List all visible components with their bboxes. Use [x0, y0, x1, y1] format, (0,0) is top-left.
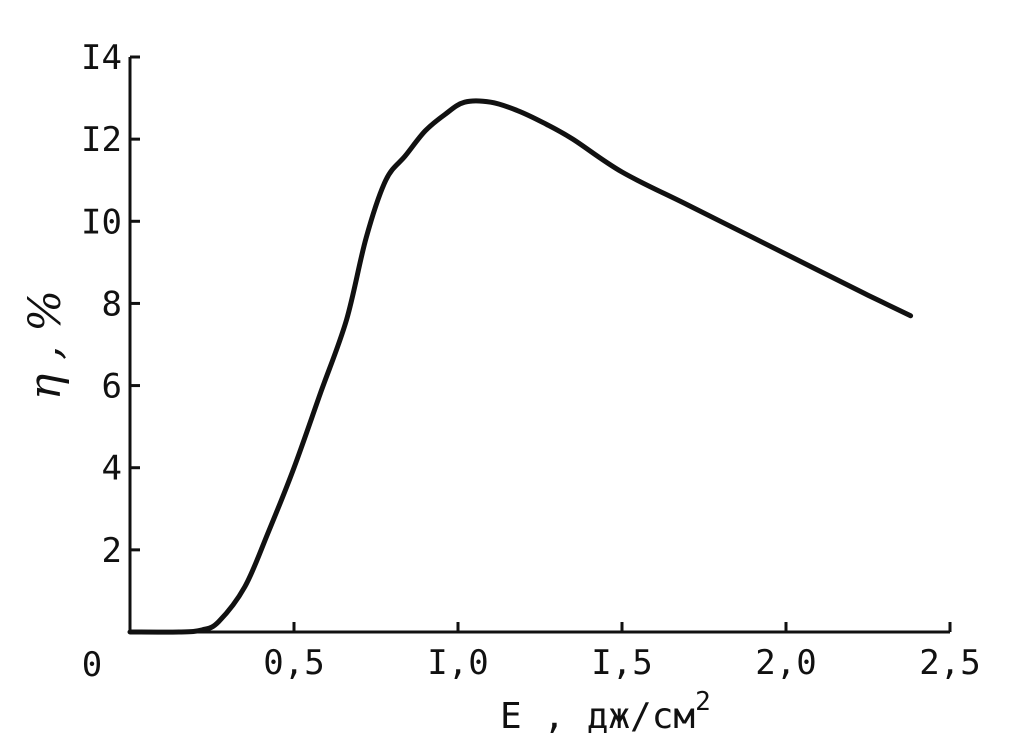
- y-tick-label: 6: [102, 367, 122, 407]
- x-tick-label: I,0: [427, 643, 488, 683]
- y-tick-label: 4: [102, 449, 122, 489]
- x-tick-label: I,5: [591, 643, 652, 683]
- x-tick-label: 2,5: [919, 643, 980, 683]
- axes: [128, 57, 950, 634]
- series-points: [130, 102, 911, 632]
- x-tick-label: 2,0: [755, 643, 816, 683]
- y-tick-label: I2: [81, 120, 122, 160]
- y-tick-label: 2: [102, 531, 122, 571]
- y-tick-label: I0: [81, 202, 122, 242]
- series-line: [127, 98, 914, 635]
- x-axis-label-superscript: 2: [695, 687, 711, 717]
- y-axis-label: η , %: [20, 290, 71, 400]
- x-tick-label: 0,5: [263, 643, 324, 683]
- x-axis-label-text: E , дж/см: [500, 696, 695, 737]
- y-ticks: 2 4 6 8 I0 I2 I4: [81, 38, 140, 571]
- y-tick-label: 8: [102, 284, 122, 324]
- x-ticks: 0,5 I,0 I,5 2,0 2,5: [263, 622, 981, 683]
- x-axis-label: E , дж/см2: [500, 687, 711, 737]
- origin-label: 0: [82, 645, 102, 685]
- y-tick-label: I4: [81, 38, 122, 78]
